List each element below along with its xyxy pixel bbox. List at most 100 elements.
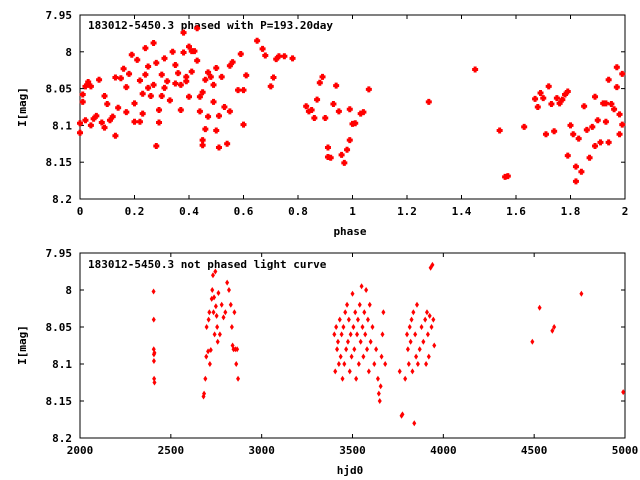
x-tick-label: 0.6	[234, 205, 254, 218]
y-tick-label: 8	[65, 284, 72, 297]
data-point	[330, 101, 337, 108]
data-point	[361, 353, 366, 360]
data-point	[340, 375, 345, 382]
x-tick-label: 4500	[521, 444, 548, 457]
phased-x-axis-label: phase	[333, 225, 366, 238]
data-point	[345, 338, 350, 345]
data-point	[199, 142, 206, 149]
data-point	[346, 106, 353, 113]
data-point	[152, 375, 157, 382]
data-point	[212, 331, 217, 338]
data-point	[183, 78, 190, 85]
phased-ticks: 0 0.2 0.4 0.6 0.8 1 1.2 1.4 1.6 1.8 2 7.95 8 8.05 8.1 8…	[46, 9, 629, 218]
data-point	[206, 316, 211, 323]
data-point	[608, 101, 615, 108]
data-point	[131, 118, 138, 125]
data-point	[180, 29, 187, 36]
data-point	[322, 115, 329, 122]
data-point	[199, 89, 206, 96]
data-point	[592, 93, 599, 100]
data-point	[397, 368, 402, 375]
data-point	[376, 390, 381, 397]
x-tick-label: 3000	[248, 444, 275, 457]
data-point	[367, 301, 372, 308]
data-point	[430, 261, 435, 268]
data-point	[360, 109, 367, 116]
data-point	[237, 51, 244, 58]
data-point	[147, 92, 154, 99]
x-tick-label: 1.6	[506, 205, 526, 218]
data-point	[551, 128, 558, 135]
data-point	[115, 104, 122, 111]
data-point	[191, 48, 198, 55]
data-point	[214, 312, 219, 319]
data-point	[342, 361, 347, 367]
data-point	[613, 64, 620, 71]
data-point	[151, 316, 156, 323]
data-point	[343, 309, 348, 316]
data-point	[377, 398, 382, 404]
data-point	[597, 139, 604, 146]
data-point	[545, 83, 552, 90]
data-point	[356, 361, 361, 367]
data-point	[559, 96, 566, 103]
x-tick-label: 2000	[67, 444, 94, 457]
unphased-ticks: 2000 2500 3000 3500 4000 4500 5000 7.95 8 8.05 8.1…	[46, 247, 639, 457]
data-point	[521, 123, 528, 130]
data-point	[337, 316, 342, 323]
data-point	[196, 108, 203, 115]
data-point	[349, 353, 354, 360]
data-point	[336, 361, 341, 367]
y-tick-label: 8.2	[52, 432, 72, 445]
data-point	[218, 73, 225, 80]
data-point	[354, 375, 359, 382]
data-point	[224, 140, 231, 147]
data-point	[210, 81, 217, 88]
data-point	[243, 72, 250, 79]
data-point	[567, 122, 574, 129]
y-tick-label: 8.05	[46, 83, 73, 96]
data-point	[186, 93, 192, 100]
data-point	[374, 346, 379, 353]
data-point	[353, 309, 358, 316]
data-point	[324, 144, 331, 151]
data-point	[575, 135, 582, 142]
data-point	[228, 301, 233, 308]
data-point	[104, 101, 111, 108]
y-tick-label: 8.2	[52, 193, 72, 206]
data-point	[530, 338, 535, 345]
data-point	[359, 283, 364, 290]
data-point	[236, 375, 241, 382]
data-point	[311, 115, 318, 122]
data-point	[548, 101, 555, 108]
data-point	[210, 287, 215, 293]
data-point	[87, 122, 94, 129]
data-point	[226, 287, 231, 293]
data-point	[101, 92, 108, 99]
data-point	[152, 349, 157, 356]
data-point	[204, 353, 209, 360]
data-point	[96, 76, 103, 83]
unphased-x-axis-label: hjd0	[337, 464, 364, 477]
data-point	[219, 301, 224, 308]
x-tick-label: 3500	[339, 444, 366, 457]
data-point	[550, 327, 555, 334]
x-tick-label: 0.8	[288, 205, 308, 218]
data-point	[429, 324, 434, 330]
data-point	[403, 375, 408, 382]
data-point	[605, 139, 612, 146]
data-point	[281, 53, 288, 60]
data-point	[77, 129, 83, 136]
data-point	[142, 71, 149, 78]
data-point	[414, 301, 419, 308]
data-point	[202, 126, 209, 133]
data-point	[619, 121, 626, 128]
data-point	[136, 118, 143, 125]
x-tick-label: 1	[349, 205, 356, 218]
data-point	[216, 289, 221, 296]
data-point	[194, 57, 201, 64]
data-point	[139, 110, 146, 117]
phased-y-axis-label: I[mag]	[16, 87, 29, 127]
x-tick-label: 1.8	[561, 205, 581, 218]
